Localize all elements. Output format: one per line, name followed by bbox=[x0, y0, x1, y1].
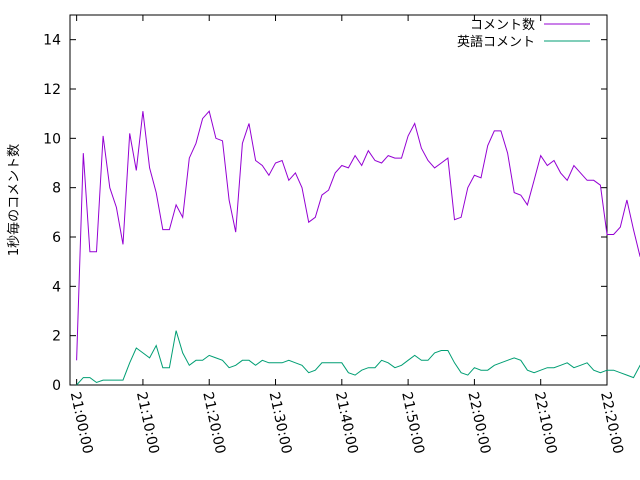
y-tick-label: 2 bbox=[52, 329, 61, 345]
series-line-2 bbox=[76, 330, 640, 386]
y-tick-label: 0 bbox=[52, 378, 61, 394]
x-tick-label: 21:30:00 bbox=[266, 391, 295, 456]
legend-label-2: 英語コメント bbox=[457, 34, 535, 50]
legend-label-1: コメント数 bbox=[470, 18, 535, 33]
x-tick-label: 21:20:00 bbox=[199, 391, 228, 456]
series-line-1 bbox=[76, 110, 640, 361]
y-axis-label: 1秒毎のコメント数 bbox=[6, 144, 22, 256]
y-tick-label: 4 bbox=[52, 279, 61, 295]
plot-frame bbox=[69, 14, 608, 386]
x-tick-label: 22:20:00 bbox=[597, 391, 626, 456]
x-tick-label: 21:40:00 bbox=[332, 391, 361, 456]
x-tick-label: 22:10:00 bbox=[531, 391, 560, 456]
x-tick-label: 22:00:00 bbox=[464, 391, 493, 456]
y-tick-label: 6 bbox=[52, 230, 61, 246]
x-tick-label: 21:10:00 bbox=[133, 391, 162, 456]
y-tick-label: 8 bbox=[52, 181, 61, 197]
y-tick-label: 12 bbox=[43, 82, 61, 98]
axes: 0 2 4 6 8 10 12 14 21:00:00 21:10:00 21:20:00 21:30… bbox=[43, 14, 626, 456]
x-tick-label: 21:00:00 bbox=[67, 391, 96, 456]
y-tick-label: 14 bbox=[43, 33, 61, 49]
plot-series bbox=[76, 110, 640, 386]
x-tick-label: 21:50:00 bbox=[398, 391, 427, 456]
y-tick-label: 10 bbox=[43, 131, 61, 147]
